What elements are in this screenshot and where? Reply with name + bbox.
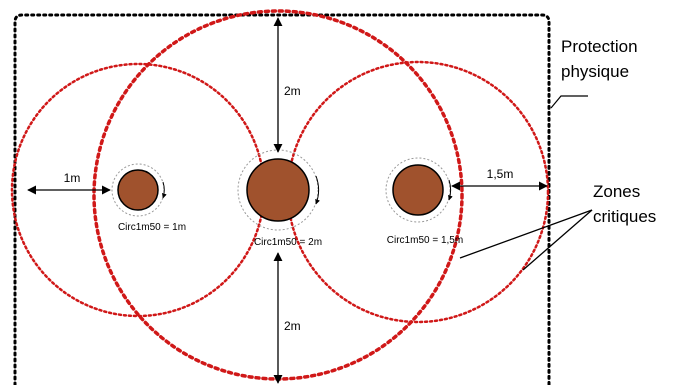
- zones-label-line2: critiques: [593, 207, 656, 226]
- tree-center-trunk: [246, 158, 310, 222]
- tree-right-guide: [385, 157, 451, 223]
- dimension-label-left: 1m: [64, 171, 81, 185]
- protection-leader-line: [550, 95, 588, 109]
- zones-leader-1: [459, 209, 593, 259]
- tree-left-measure-arrow: [162, 181, 167, 199]
- zones-leader-2: [522, 209, 593, 271]
- tree-right-caption: Circ1m50 = 1,5m: [387, 235, 463, 246]
- tree-center-caption: Circ1m50 = 2m: [254, 237, 322, 248]
- dimension-label-right: 1,5m: [487, 167, 514, 181]
- tree-left-trunk: [117, 169, 159, 211]
- dimension-label-top: 2m: [284, 84, 301, 98]
- tree-left: Circ1m50 = 1m: [111, 163, 186, 233]
- tree-center-measure-arrow: [315, 175, 320, 205]
- dimension-label-bottom: 2m: [284, 319, 301, 333]
- tree-center: Circ1m50 = 2m: [237, 149, 322, 248]
- protection-label-line1: Protection: [561, 37, 638, 56]
- tree-right-trunk: [392, 164, 444, 216]
- tree-left-caption: Circ1m50 = 1m: [118, 222, 186, 233]
- protection-label-line2: physique: [561, 62, 629, 81]
- tree-right-measure-arrow: [448, 179, 453, 201]
- zones-label-line1: Zones: [593, 182, 640, 201]
- protection-boundary: [13, 13, 551, 385]
- tree-right: Circ1m50 = 1,5m: [385, 157, 463, 246]
